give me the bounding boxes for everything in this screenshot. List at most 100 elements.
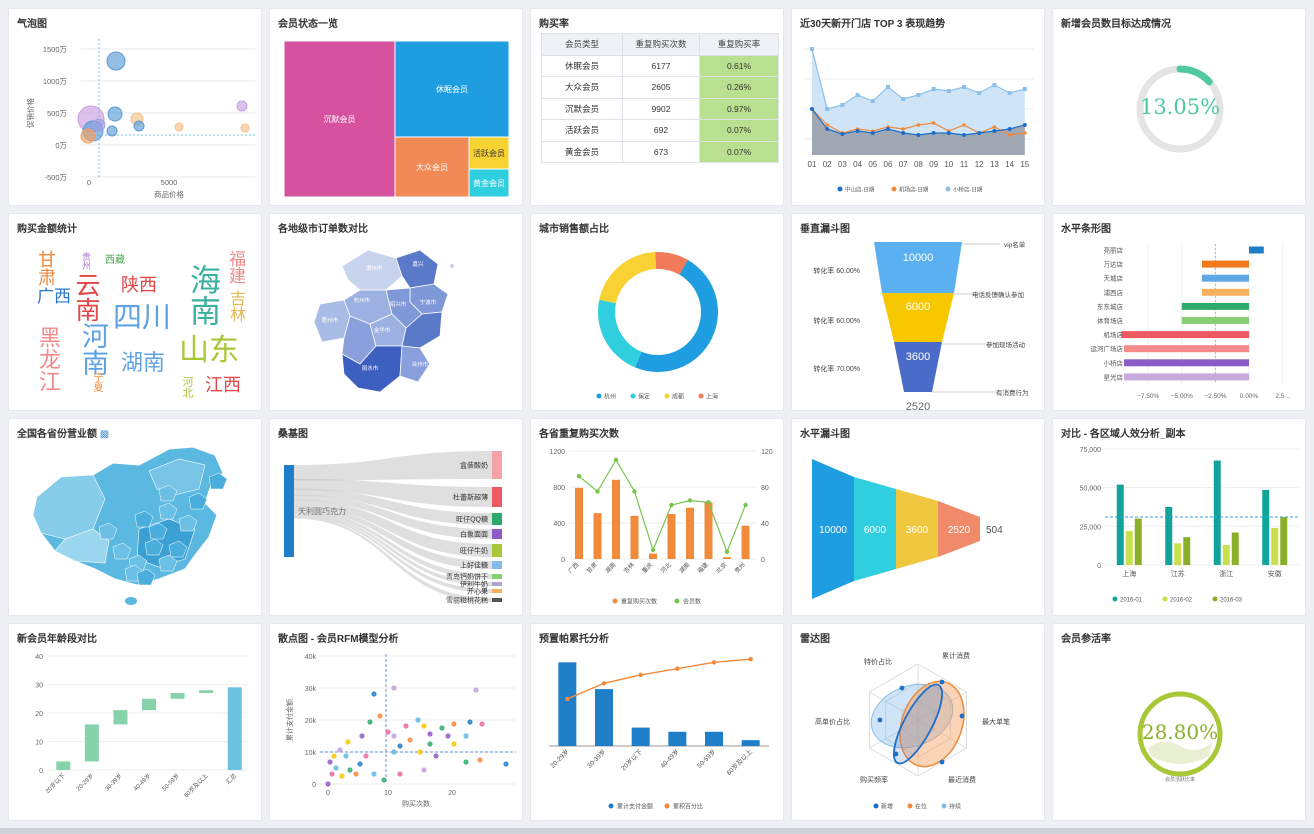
legend-marker [945,186,951,192]
x-tick-label: 30-39岁 [585,747,608,770]
data-point [347,767,353,773]
bar [113,710,128,725]
legend-label: 累积百分比 [673,803,703,811]
city-map-title: 各地级市订单数对比 [278,224,368,235]
horizontal-funnel-title: 水平漏斗图 [800,429,850,440]
x-tick-label: 30-39岁 [103,772,124,793]
scatter-card: 散点图 - 会员RFM模型分析 40k 30k 20k 10k 0 0 10 20 购买次数 累计… [269,623,523,821]
map-island [125,597,137,605]
trend-chart[interactable]: 01 02 03 04 05 06 07 08 09 10 11 12 13 14 15 中山店-日期 机场店-… [792,9,1045,206]
data-point [893,751,899,757]
sankey-source-node [284,465,294,557]
wordcloud-chart[interactable]: 甘肃 贵州 西藏 云南 陕西 广西 四川 河南 黑龙江 湖南 宁夏 海南 福建 吉林 山东 江西 河北 [9,214,261,410]
data-point [675,666,680,671]
pareto-chart[interactable]: 20-29岁 30-39岁 20岁以下 40-49岁 50-59岁 60岁及以上累计支付金… [531,624,784,821]
map-region [148,458,206,496]
wordcloud-word: 西藏 [105,255,125,266]
data-point [977,91,982,95]
map-region [136,568,156,586]
legend-marker [596,393,602,399]
pareto-card: 预置帕累托分析 20-29岁 30-39岁 20岁以下 40-49岁 50-59岁 60岁… [530,623,784,821]
area-series [812,109,1025,155]
sankey-target-node [492,529,502,539]
bar [1201,288,1249,296]
bar [705,731,723,746]
donut-chart[interactable]: 杭州 保定 成都 上海 [531,214,784,411]
x-tick-label: 06 [884,160,893,169]
treemap-cell [394,40,510,138]
scatter-chart[interactable]: 40k 30k 20k 10k 0 0 10 20 购买次数 累计支付金额 [270,624,523,821]
donut-slice [634,259,719,373]
sankey-link [294,506,492,569]
gauge-activity-chart [1137,691,1223,777]
y-tick-label: 0万 [55,141,67,150]
funnel-value: 6000 [864,525,887,536]
wordcloud-word: 宁夏 [91,372,102,392]
bar [1124,359,1249,367]
y-tick-label: 40 [35,654,43,661]
gauge-activity-title: 会员参活率 [1061,634,1111,645]
wordcloud-word: 山东 [179,334,239,367]
x-tick-label: 05 [868,160,877,169]
data-point [427,741,433,747]
hbar-chart[interactable]: −7.50% −5.00% −2.50% 0.00% 2.5... 亮丽店万达店天城店浦西… [1053,214,1306,411]
y-tick-label: 0 [312,782,316,789]
y-tick-label: 运河广场店 [1091,344,1124,353]
bar [667,514,676,559]
legend-label: 2016-03 [1220,598,1243,604]
map-region [178,514,198,532]
funnel-value: 6000 [906,301,930,313]
table-cell: 0.07% [699,119,779,142]
sankey-chart[interactable]: 天利圆巧克力 盒装酸奶杜蕾斯超薄旺仔QQ糖白象面面旺仔牛奶上好佳糖青岛钙奶饼干伊利… [270,419,523,616]
gauge-ring [1137,691,1223,777]
china-map-chart[interactable] [9,419,262,616]
data-point [445,733,451,739]
table-cell: 0.61% [699,54,779,77]
data-point [931,121,936,125]
bubble-chart[interactable]: 1500万 1000万 500万 0万 -500万 0 5000 商品价格 促销价格 [9,9,262,206]
group-bar-chart[interactable]: 75,000 50,000 25,000 0 上海 江苏 浙江 安徽 2016-01 2016-0… [1053,419,1306,616]
china-map-title-text: 全国各省份营业额 [17,429,97,440]
table-cell: 673 [622,140,700,163]
legend-label: 持续 [949,803,961,811]
legend-marker [674,598,680,604]
map-region-label: 嘉兴 [412,260,424,268]
horizontal-funnel-chart[interactable]: 10000 6000 3600 2520 504 [792,419,1045,616]
x-tick-label: −7.50% [1137,393,1159,400]
sankey-target-label: 伊利牛奶 [460,580,488,589]
y-tick-label: 20k [305,718,317,725]
bubble-point [92,118,106,132]
sankey-link [294,516,492,602]
vertical-funnel-title: 垂直漏斗图 [800,224,850,235]
data-point [687,498,693,503]
funnel-segment [812,459,854,599]
bar [595,689,613,746]
bar [1124,373,1249,381]
legend-label: 重复购买次数 [621,598,657,606]
data-point [463,733,469,739]
sankey-target-label: 白象面面 [460,530,488,539]
treemap-cell [468,136,510,170]
wordcloud-word: 四川 [113,302,172,334]
data-point [650,547,656,553]
radar-axis-label: 购买频率 [860,775,888,784]
x-tick-label: 贵州 [733,561,747,575]
map-region-label: 台州市 [412,360,429,368]
vertical-funnel-chart[interactable]: 10000 6000 3600 2520 转化率 60.00% 转化率 60.00% 转化率… [792,214,1045,411]
legend-marker [698,393,704,399]
data-point [331,753,337,759]
x-tick-label: 09 [929,160,938,169]
bar [1134,518,1142,565]
data-point [473,687,479,693]
map-region [158,554,178,572]
bar [1271,527,1279,565]
x-tick-label: 甘肃 [585,561,599,575]
y-tick-label: 体育场店 [1097,316,1124,325]
pareto-title: 预置帕累托分析 [539,634,609,645]
map-region-label: 丽水市 [362,364,379,372]
